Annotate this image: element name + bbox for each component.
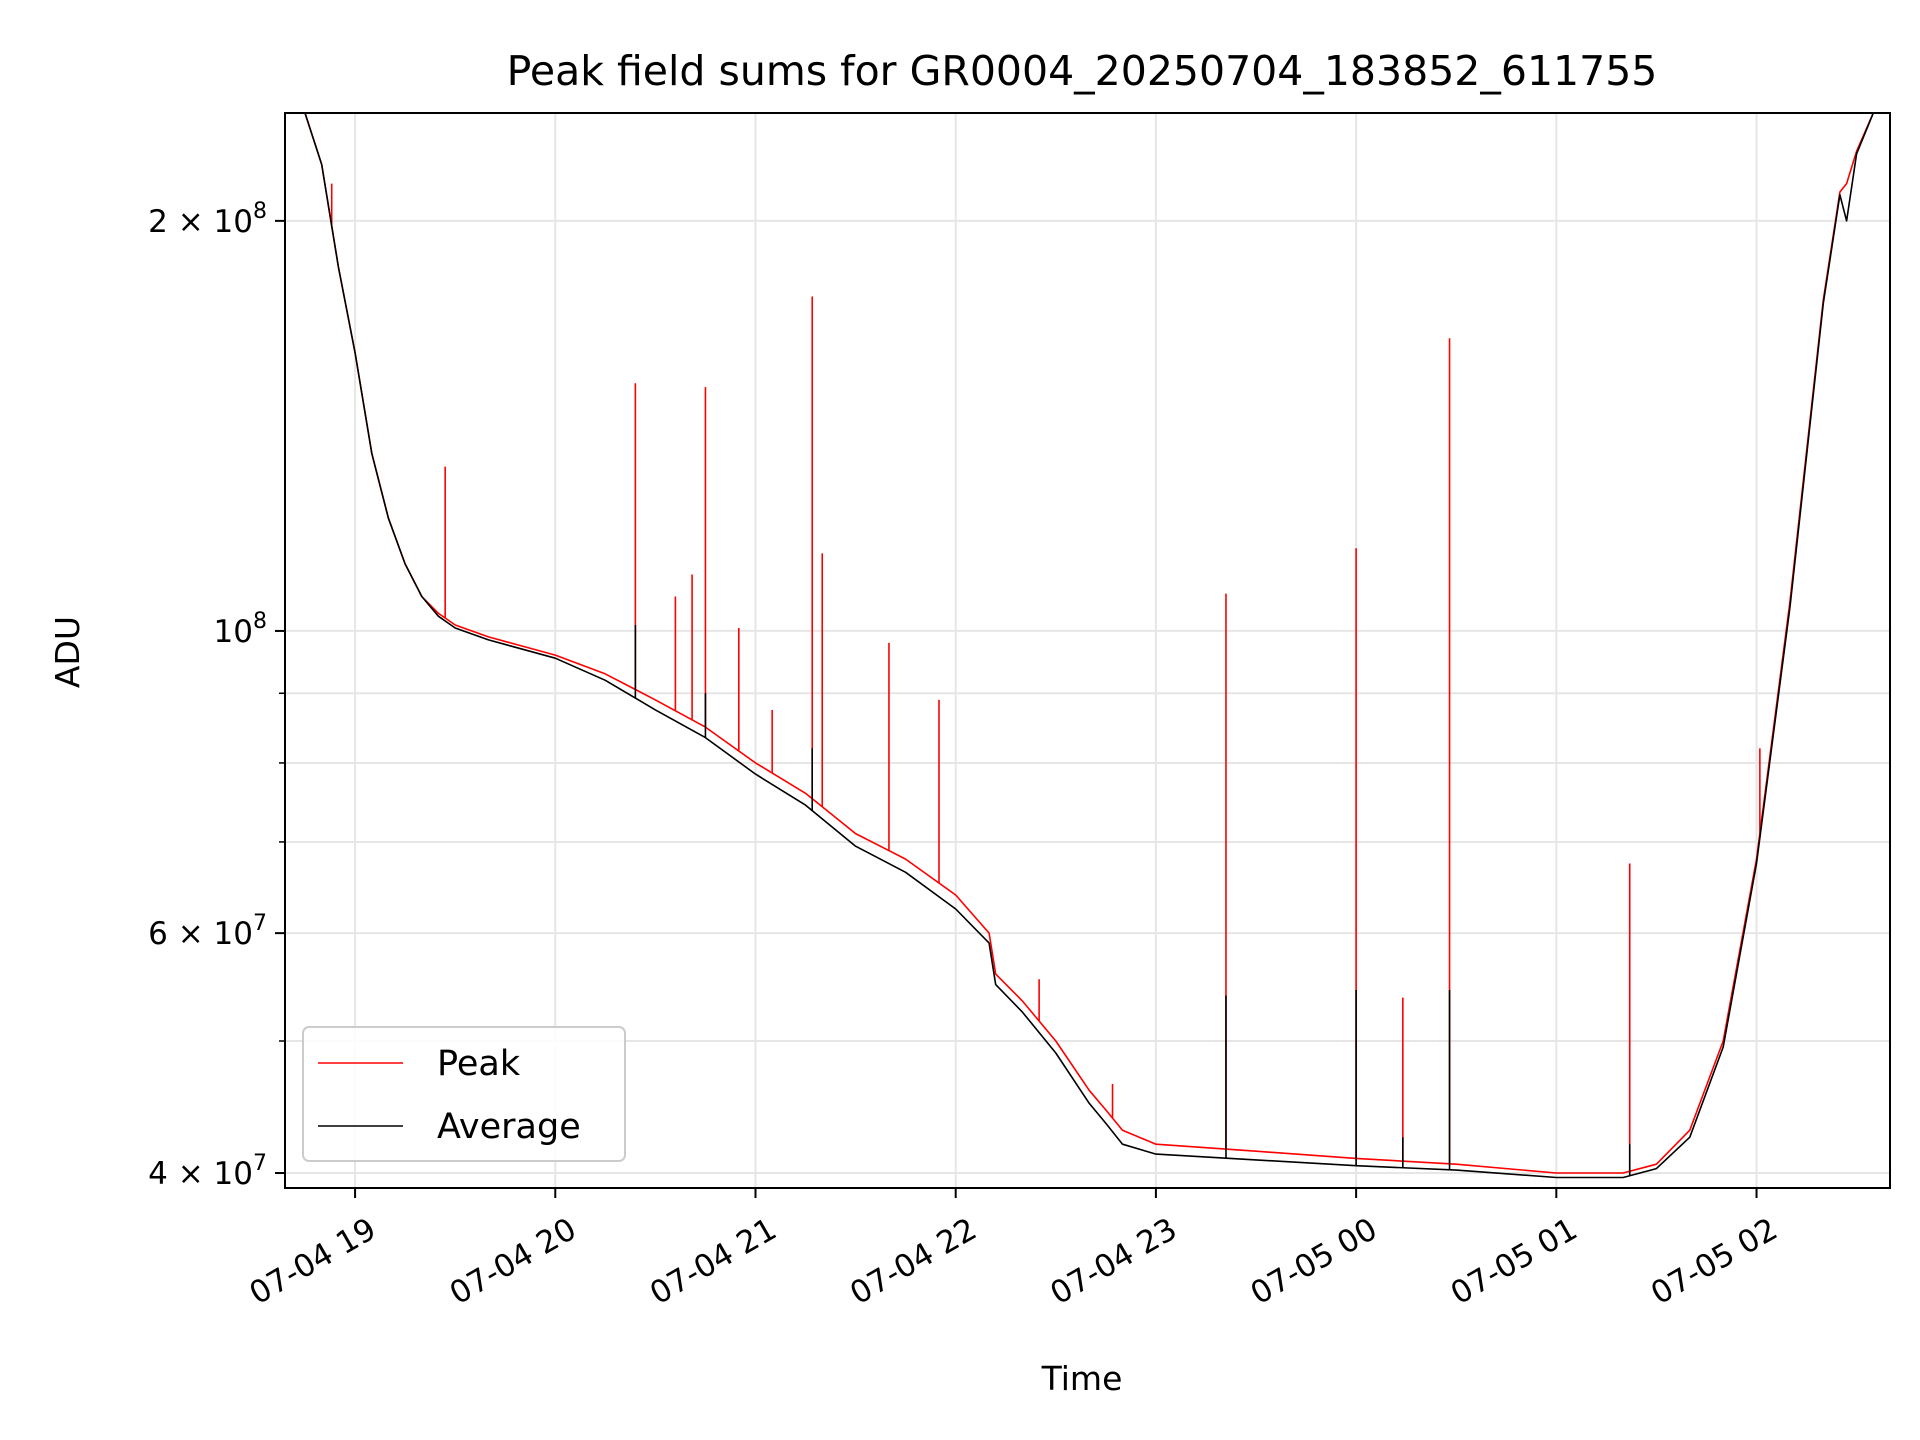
y-tick-label: 2 × 108 [148, 199, 267, 240]
y-axis: 4 × 107 6 × 107 108 2 × 108 [148, 199, 285, 1192]
y-axis-title: ADU [48, 616, 87, 688]
grid [285, 113, 1890, 1188]
legend-label-average: Average [437, 1107, 581, 1147]
series-layer [285, 113, 1890, 1179]
y-tick-label: 6 × 107 [148, 911, 267, 952]
y-tick-label: 4 × 107 [148, 1151, 267, 1192]
chart-title: Peak field sums for GR0004_20250704_1838… [507, 47, 1658, 95]
y-tick-label: 108 [214, 609, 267, 650]
legend: Peak Average [302, 1026, 626, 1162]
series-line-average [285, 113, 1890, 1179]
x-axis-title: Time [1041, 1359, 1123, 1398]
plot-frame [284, 112, 1891, 1189]
legend-label-peak: Peak [437, 1044, 521, 1084]
legend-box [302, 1026, 626, 1162]
